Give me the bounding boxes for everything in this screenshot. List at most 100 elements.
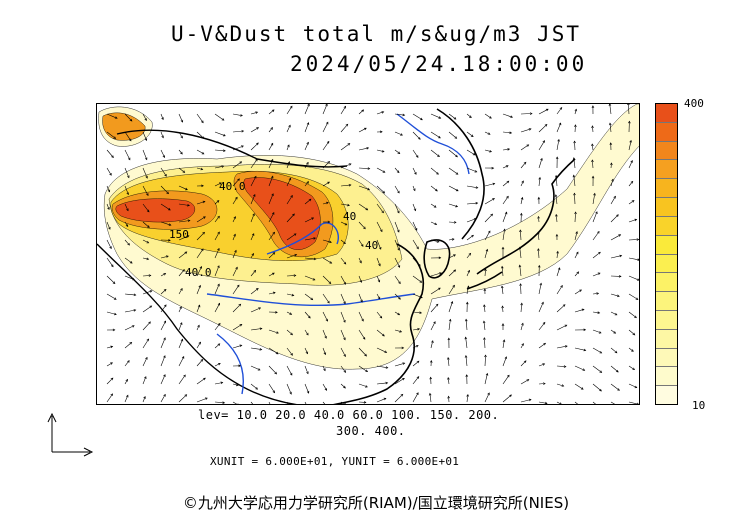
wind-vector xyxy=(556,383,564,387)
wind-vector xyxy=(268,383,275,393)
wind-vector-head xyxy=(636,402,639,404)
wind-vector-head xyxy=(611,178,614,182)
wind-vector xyxy=(160,185,169,194)
wind-vector-head xyxy=(465,374,469,377)
wind-vector xyxy=(448,149,458,158)
wind-vector-head xyxy=(538,176,542,180)
wind-vector-head xyxy=(420,117,423,121)
wind-vector-head xyxy=(537,264,541,268)
wind-vector-head xyxy=(183,374,186,378)
wind-vector-head xyxy=(466,393,469,397)
wind-vector xyxy=(340,383,346,389)
wind-vector-head xyxy=(287,144,290,148)
wind-vector-head xyxy=(129,118,133,122)
wind-vector-head xyxy=(447,337,451,341)
wind-vector xyxy=(214,382,223,385)
wind-vector-head xyxy=(343,261,347,265)
wind-vector-head xyxy=(562,304,566,307)
wind-vector xyxy=(250,111,258,115)
wind-vector xyxy=(160,304,167,313)
wind-vector-head xyxy=(402,377,405,381)
wind-vector xyxy=(178,394,187,403)
wind-vector-head xyxy=(466,285,470,289)
wind-vector xyxy=(304,198,312,205)
wind-vector xyxy=(160,167,167,177)
wind-vector xyxy=(574,251,579,259)
wind-vector-head xyxy=(519,229,522,233)
wind-vector-head xyxy=(367,187,370,191)
wind-vector-head xyxy=(505,165,509,168)
wind-vector-head xyxy=(555,213,558,217)
wind-vector-head xyxy=(287,161,291,164)
wind-vector xyxy=(232,267,238,277)
wind-vector-head xyxy=(537,248,540,251)
wind-vector-head xyxy=(253,175,257,179)
wind-vector-head xyxy=(239,161,243,164)
wind-vector-head xyxy=(608,104,612,106)
wind-vector-head xyxy=(381,111,385,114)
wind-vector xyxy=(574,109,577,115)
wind-vector-head xyxy=(235,266,238,270)
wind-vector-head xyxy=(306,332,309,336)
wind-vector-head xyxy=(343,370,347,373)
wind-vector xyxy=(358,167,370,169)
wind-vector-head xyxy=(146,338,150,342)
wind-vector xyxy=(358,203,368,211)
wind-vector xyxy=(196,216,206,223)
wind-vector-head xyxy=(471,234,474,238)
wind-vector xyxy=(106,113,118,119)
wind-vector xyxy=(232,324,242,331)
wind-vector-head xyxy=(204,397,208,400)
wind-vector xyxy=(178,269,185,277)
wind-vector xyxy=(502,394,512,403)
wind-vector xyxy=(106,311,117,315)
wind-vector xyxy=(322,329,327,339)
wind-vector-head xyxy=(149,305,153,309)
wind-vector-head xyxy=(501,323,505,326)
wind-vector-head xyxy=(253,269,257,273)
colorbar-cell xyxy=(656,198,677,217)
wind-vector-head xyxy=(143,396,146,399)
wind-vector-head xyxy=(290,353,293,356)
wind-vector xyxy=(502,148,510,151)
wind-vector-head xyxy=(616,214,619,217)
wind-vector-head xyxy=(361,318,364,322)
wind-vector-head xyxy=(256,142,259,146)
wind-vector xyxy=(232,234,236,241)
wind-vector xyxy=(556,139,560,151)
contour-label: 40 xyxy=(365,239,378,252)
wind-vector-head xyxy=(468,252,472,256)
wind-vector xyxy=(124,325,135,331)
wind-vector-head xyxy=(557,267,561,271)
wind-vector xyxy=(484,183,495,187)
wind-vector xyxy=(484,198,495,205)
wind-vector xyxy=(106,362,113,367)
wind-vector-head xyxy=(109,172,112,176)
wind-vector xyxy=(124,379,128,385)
wind-vector-head xyxy=(237,178,240,182)
wind-vector xyxy=(214,283,220,295)
wind-vector-head xyxy=(380,229,383,233)
wind-vector xyxy=(394,329,402,333)
wind-vector-head xyxy=(447,376,450,380)
wind-vector-head xyxy=(528,398,532,402)
wind-vector-head xyxy=(542,363,546,366)
wind-vector xyxy=(465,337,468,349)
wind-vector-head xyxy=(415,155,419,158)
wind-vector-head xyxy=(310,297,314,301)
wind-vector xyxy=(412,328,420,331)
wind-vector xyxy=(286,329,293,336)
wind-vector xyxy=(573,157,576,169)
wind-vector-head xyxy=(618,274,622,278)
wind-vector-head xyxy=(110,393,113,397)
wind-vector xyxy=(250,213,255,223)
wind-vector-head xyxy=(540,157,543,161)
wind-vector-head xyxy=(518,246,522,250)
wind-vector-head xyxy=(519,283,522,286)
wind-vector xyxy=(466,149,476,156)
wind-vector xyxy=(304,347,308,354)
wind-vector xyxy=(447,377,450,385)
wind-vector xyxy=(574,365,585,371)
wind-vector xyxy=(538,363,545,367)
wind-vector xyxy=(178,131,183,139)
